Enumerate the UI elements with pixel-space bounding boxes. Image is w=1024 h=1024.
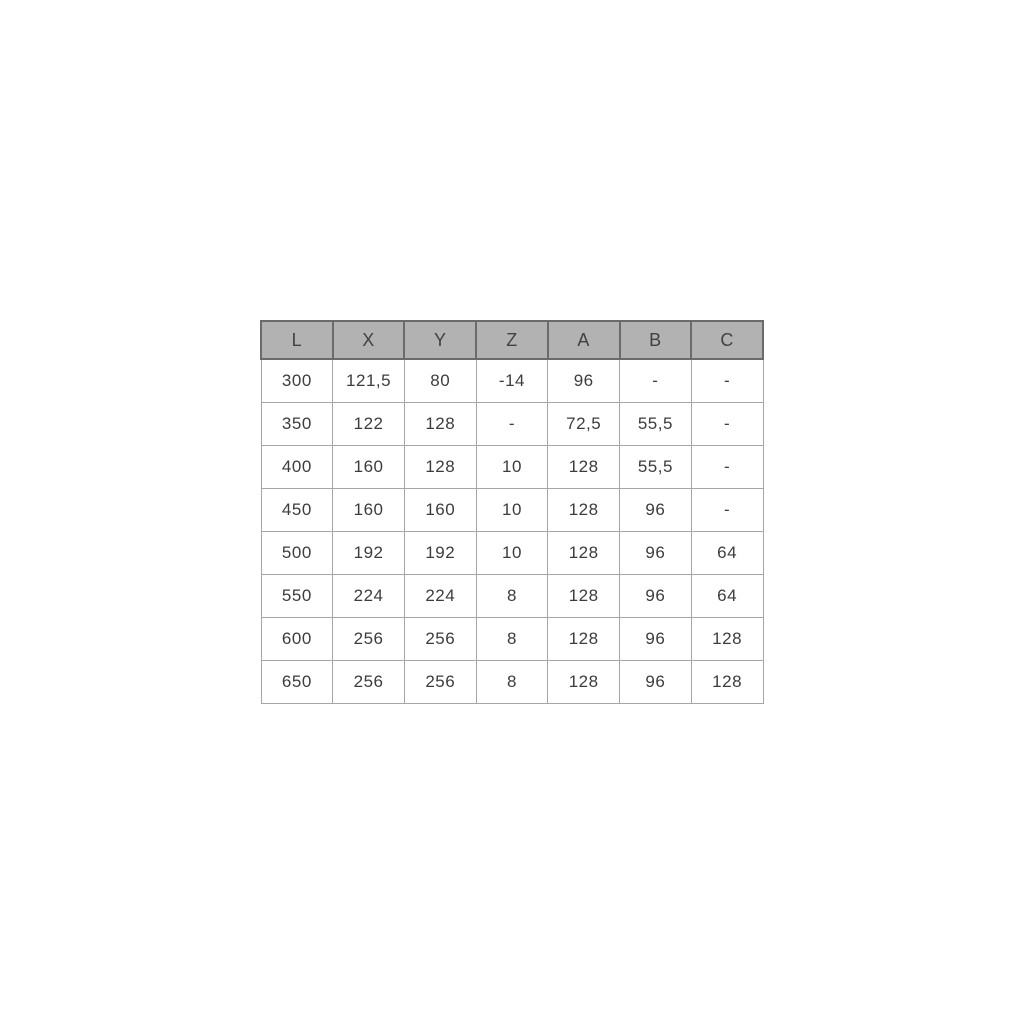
table-cell: 122: [332, 401, 405, 446]
table-cell: 128: [403, 401, 477, 446]
table-cell: 96: [619, 616, 692, 661]
table-cell: -14: [475, 358, 549, 403]
table-cell: 128: [547, 530, 621, 575]
table-row: 350 122 128-72,5 55,5-: [260, 401, 764, 446]
table-cell: 96: [619, 659, 692, 704]
table-cell: 256: [332, 616, 405, 661]
table-cell: 10: [475, 530, 549, 575]
table-row: 650 256 256 8 128 96 128: [260, 659, 764, 704]
table-cell: 128: [547, 659, 621, 704]
table-cell: 350: [260, 401, 334, 446]
table-row: 400 160 128 10 128 55,5-: [260, 444, 764, 489]
table-cell: -: [690, 487, 764, 532]
table-cell: 128: [403, 444, 477, 489]
table-cell: 650: [260, 659, 334, 704]
column-header: Y: [403, 320, 478, 360]
table-cell: 160: [332, 487, 405, 532]
table-cell: 160: [332, 444, 405, 489]
table-cell: 450: [260, 487, 334, 532]
table-cell: 10: [475, 444, 549, 489]
table-cell: 96: [547, 358, 621, 403]
table-cell: 192: [403, 530, 477, 575]
table-row: 300 121,5 80 -14 96- -: [260, 358, 764, 403]
table-cell: 64: [690, 573, 764, 618]
table-cell: 128: [547, 573, 621, 618]
column-header: A: [546, 320, 621, 360]
table-cell: 600: [260, 616, 334, 661]
table-cell: 128: [547, 616, 621, 661]
table-cell: -: [690, 358, 764, 403]
table-row: 500 192 192 10 128 96 64: [260, 530, 764, 575]
table-cell: 10: [475, 487, 549, 532]
table-cell: 500: [260, 530, 334, 575]
table-cell: 96: [619, 530, 692, 575]
table-cell: -: [690, 401, 764, 446]
table-cell: 55,5: [619, 444, 692, 489]
table-row: 450 160 160 10 128 96-: [260, 487, 764, 532]
table-cell: 8: [475, 659, 549, 704]
column-header: L: [260, 320, 334, 360]
column-header: C: [690, 320, 764, 360]
column-header: X: [331, 320, 406, 360]
column-header: Z: [475, 320, 549, 360]
table-cell: 224: [332, 573, 405, 618]
table-cell: 8: [475, 616, 549, 661]
table-cell: 300: [260, 358, 334, 403]
table-cell: 8: [475, 573, 549, 618]
table-row: 600 256 256 8 128 96 128: [260, 616, 764, 661]
table-body: 300 121,5 80 -14 96- -350 122 128-72,5 55,5-400 1…: [260, 358, 764, 704]
table-cell: 64: [690, 530, 764, 575]
table-cell: 121,5: [332, 358, 405, 403]
table-cell: 224: [403, 573, 477, 618]
table-cell: 96: [619, 487, 692, 532]
table-cell: 96: [619, 573, 692, 618]
column-header: B: [618, 320, 693, 360]
table-cell: -: [619, 358, 692, 403]
table-cell: 128: [690, 616, 764, 661]
table-cell: 72,5: [547, 401, 621, 446]
table-cell: 192: [332, 530, 405, 575]
table-row: 550 224 224 8 128 96 64: [260, 573, 764, 618]
table-cell: 55,5: [619, 401, 692, 446]
table-cell: 256: [403, 659, 477, 704]
table-cell: 128: [690, 659, 764, 704]
table-cell: 80: [403, 358, 477, 403]
table-cell: 256: [332, 659, 405, 704]
table-cell: 400: [260, 444, 334, 489]
table-cell: 160: [403, 487, 477, 532]
table-cell: 128: [547, 487, 621, 532]
table-cell: 128: [547, 444, 621, 489]
table-cell: 550: [260, 573, 334, 618]
table-cell: 256: [403, 616, 477, 661]
table-cell: -: [690, 444, 764, 489]
table-cell: -: [475, 401, 549, 446]
